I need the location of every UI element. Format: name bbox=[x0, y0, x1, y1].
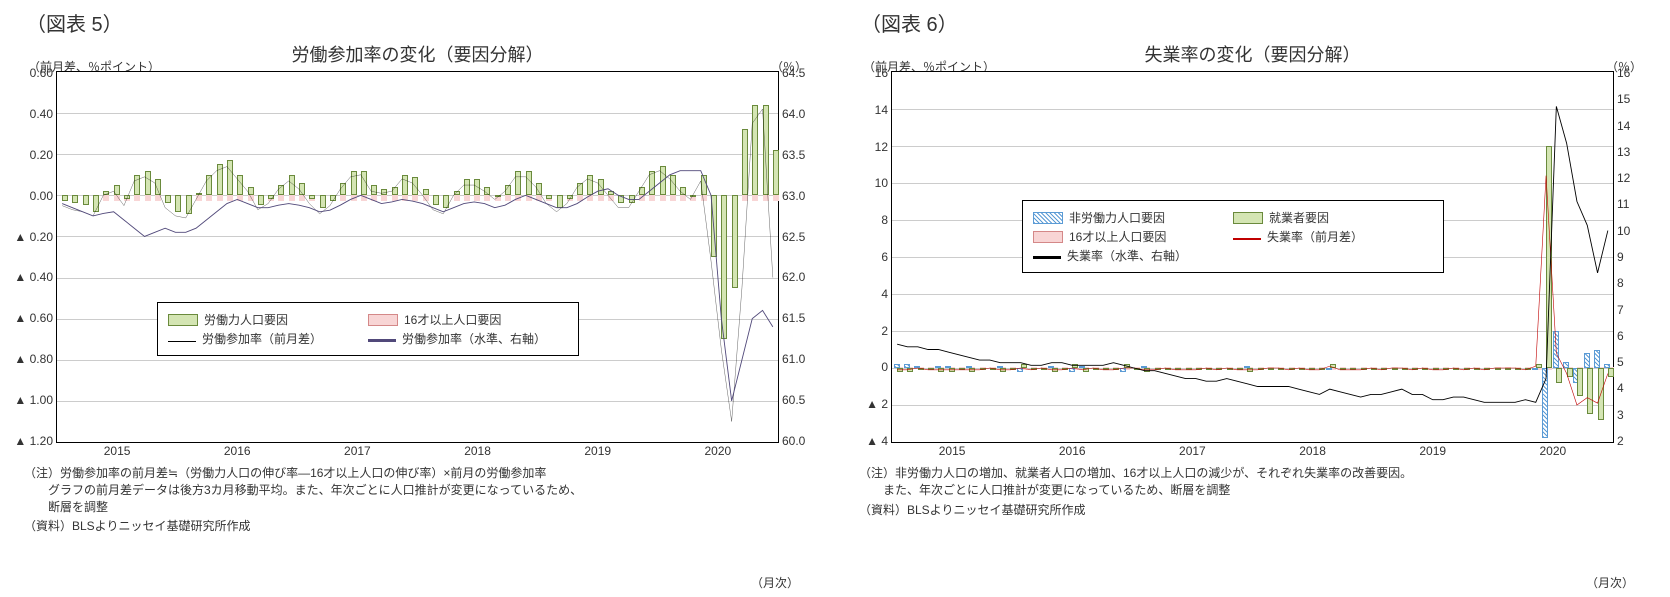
chart6-monthly: （月次） bbox=[1586, 574, 1634, 591]
chart5-yaxis-left: 0.600.400.200.00▲ 0.20▲ 0.40▲ 0.60▲ 0.80… bbox=[9, 66, 53, 448]
chart5-frame: 0.600.400.200.00▲ 0.20▲ 0.40▲ 0.60▲ 0.80… bbox=[56, 71, 779, 443]
chart6-source: （資料）BLSよりニッセイ基礎研究所作成 bbox=[859, 501, 1650, 518]
chart5-fig-label: （図表 5） bbox=[26, 8, 815, 37]
chart5-xaxis: 201520162017201820192020 bbox=[57, 444, 778, 458]
chart6-xaxis: 201520162017201820192020 bbox=[892, 444, 1613, 458]
chart5-legend: 労働力人口要因16才以上人口要因労働参加率（前月差）労働参加率（水準、右軸） bbox=[157, 302, 579, 356]
chart6-yaxis-left: 1614121086420▲ 2▲ 4 bbox=[844, 66, 888, 448]
chart6-notes: （注）非労働力人口の増加、就業者人口の増加、16才以上人口の減少が、それぞれ失業… bbox=[859, 465, 1650, 499]
chart6-fig-label: （図表 6） bbox=[861, 8, 1650, 37]
chart5-notes: （注）労働参加率の前月差≒（労働力人口の伸び率―16才以上人口の伸び率）×前月の… bbox=[24, 465, 815, 515]
chart6-panel: （図表 6） 失業率の変化（要因分解） （前月差、％ポイント） （％） 1614… bbox=[835, 0, 1670, 597]
chart6-legend: 非労働力人口要因就業者要因16才以上人口要因失業率（前月差）失業率（水準、右軸） bbox=[1022, 200, 1444, 273]
chart5-panel: （図表 5） 労働参加率の変化（要因分解） （前月差、％ポイント） （％） 0.… bbox=[0, 0, 835, 597]
chart6-frame: 1614121086420▲ 2▲ 4 16151413121110987654… bbox=[891, 71, 1614, 443]
chart5-source: （資料）BLSよりニッセイ基礎研究所作成 bbox=[24, 517, 815, 534]
chart5-monthly: （月次） bbox=[751, 574, 799, 591]
chart5-lines bbox=[57, 72, 778, 442]
chart5-yaxis-right: 64.564.063.563.062.562.061.561.060.560.0 bbox=[782, 66, 826, 448]
chart6-yaxis-right: 1615141312111098765432 bbox=[1617, 66, 1661, 448]
